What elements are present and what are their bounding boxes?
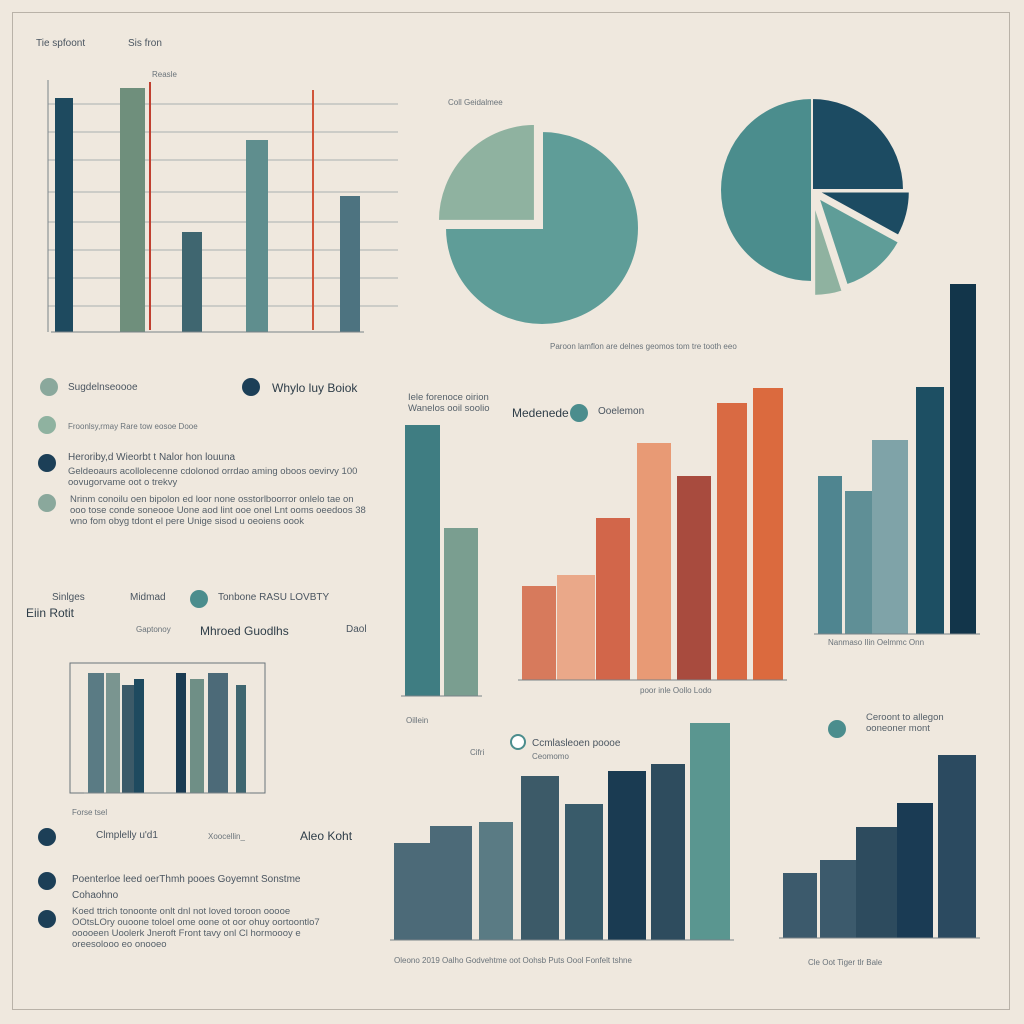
- legend-title: Heroriby,d Wieorbt t Nalor hon louuna: [68, 452, 236, 463]
- bar: [856, 827, 898, 938]
- header-title: Tie spfoont: [36, 38, 86, 49]
- pie-slice: [816, 195, 901, 287]
- mid-icon: [570, 404, 588, 422]
- legend-text: Nrinm conoilu oen bipolon ed loor none o…: [70, 494, 366, 527]
- bar: [916, 387, 944, 634]
- axis-labels: Cle Oot Tiger tlr Bale: [808, 958, 883, 967]
- chart-icon: [510, 734, 526, 750]
- bar: [122, 685, 134, 793]
- bar: [690, 723, 730, 940]
- legend-icon: [242, 378, 260, 396]
- bar: [565, 804, 603, 940]
- bar: [190, 679, 204, 793]
- bar: [783, 873, 817, 938]
- bar: [444, 528, 478, 696]
- axis-labels: poor inle Oollo Lodo: [640, 686, 712, 695]
- left-label: Tonbone RASU LOVBTY: [218, 592, 330, 603]
- bar: [176, 673, 186, 793]
- legend-label: Froonlsy,rmay Rare tow eosoe Dooe: [68, 422, 198, 431]
- bottom-subtitle: Cohaohno: [72, 890, 119, 901]
- chart-label: Reasle: [152, 70, 177, 79]
- legend-text: Geldeoaurs acollolecenne cdolonod orrdao…: [68, 466, 358, 488]
- legend-icon: [40, 378, 58, 396]
- legend-label: Whylo luy Boiok: [272, 381, 358, 395]
- left-label: Forse tsel: [72, 808, 108, 817]
- chart-caption: Oillein: [406, 716, 429, 725]
- chart-subtitle: Ceomomo: [532, 752, 569, 761]
- row-label: Aleo Koht: [300, 829, 353, 843]
- mid-note: Iele forenoce oirion Wanelos ooil soolio: [408, 392, 490, 414]
- bar: [521, 776, 559, 940]
- note-icon: [828, 720, 846, 738]
- row-icon: [38, 828, 56, 846]
- legend-icon: [38, 454, 56, 472]
- bar: [246, 140, 268, 332]
- left-icon: [190, 590, 208, 608]
- bar: [208, 673, 228, 793]
- infographic-frame: [12, 12, 1010, 1010]
- bar: [182, 232, 202, 332]
- mid-title-2: Ooelemon: [598, 406, 645, 417]
- axis-labels: Nanmaso Ilin Oelmmc Onn: [828, 638, 925, 647]
- bar: [430, 826, 472, 940]
- row-label: Clmplelly u'd1: [96, 830, 158, 841]
- left-label: Daol: [346, 624, 367, 635]
- bar: [557, 575, 595, 680]
- bar: [677, 476, 711, 680]
- bar: [340, 196, 360, 332]
- header-subtitle: Sis fron: [128, 38, 162, 49]
- pie-label: Coll Geidalmee: [448, 98, 503, 107]
- pie-slice: [436, 122, 536, 222]
- bar: [608, 771, 646, 940]
- pie-slice: [813, 203, 844, 297]
- legend-icon: [38, 494, 56, 512]
- bottom-text: Koed ttrich tonoonte onlt dnl not loved …: [72, 906, 320, 950]
- left-label: Sinlges: [52, 592, 85, 603]
- left-label: Mhroed Guodlhs: [200, 624, 289, 638]
- bar: [950, 284, 976, 634]
- pie-slice: [811, 96, 906, 191]
- bar: [236, 685, 246, 793]
- pie-caption: Paroon lamflon are delnes geomos tom tre…: [550, 342, 737, 351]
- bottom-icon: [38, 910, 56, 928]
- left-label: Eiin Rotit: [26, 606, 75, 620]
- bar: [394, 843, 430, 940]
- chart-title: Ccmlasleoen poooe: [532, 738, 621, 749]
- right-note: Ceroont to allegon ooneoner mont: [866, 712, 944, 734]
- bar: [818, 476, 842, 634]
- bar: [405, 425, 440, 696]
- bar: [479, 822, 513, 940]
- bar: [717, 403, 747, 680]
- bar: [820, 860, 856, 938]
- pie-slice: [719, 96, 813, 284]
- bar: [872, 440, 908, 634]
- bar: [651, 764, 685, 940]
- pie-slice: [443, 129, 640, 326]
- bar: [845, 491, 875, 634]
- bar: [897, 803, 933, 938]
- pie-slice: [817, 190, 911, 238]
- axis-labels: Oleono 2019 Oalho Godvehtme oot Oohsb Pu…: [394, 956, 632, 965]
- legend-label: Sugdelnseoooe: [68, 382, 138, 393]
- mid-title: Medenede: [512, 406, 569, 420]
- bottom-title: Poenterloe leed oerThmh pooes Goyemnt So…: [72, 874, 301, 885]
- chart-ylabel: Cifri: [470, 748, 485, 757]
- row-label: Xoocellin_: [208, 832, 245, 841]
- bar: [55, 98, 73, 332]
- left-label: Midmad: [130, 592, 166, 603]
- left-label: Gaptonoy: [136, 625, 171, 634]
- bar: [106, 673, 120, 793]
- bar: [753, 388, 783, 680]
- bar: [120, 88, 145, 332]
- bar: [596, 518, 630, 680]
- legend-icon: [38, 416, 56, 434]
- bar: [938, 755, 976, 938]
- bar: [88, 673, 104, 793]
- bar: [637, 443, 671, 680]
- bar: [522, 586, 556, 680]
- bar: [134, 679, 144, 793]
- bottom-icon: [38, 872, 56, 890]
